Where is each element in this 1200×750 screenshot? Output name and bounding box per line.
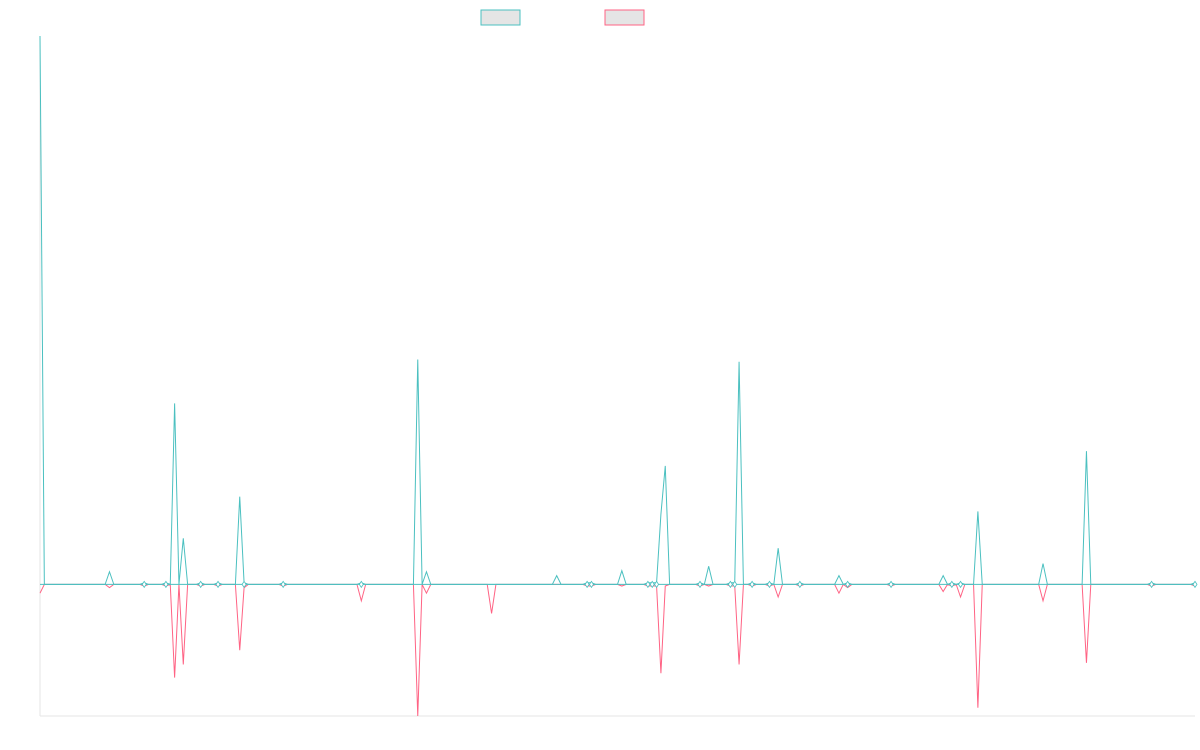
data-point-marker: [163, 580, 169, 589]
axes: [39, 36, 1195, 717]
legend: [480, 9, 645, 26]
data-point-marker: [888, 580, 894, 589]
series-line-2: [39, 583, 1196, 717]
data-point-marker: [215, 580, 221, 589]
legend-swatch: [604, 9, 645, 26]
data-point-marker: [198, 580, 204, 589]
legend-item: [604, 9, 645, 26]
data-point-marker: [797, 580, 803, 589]
data-point-marker: [845, 580, 851, 589]
legend-swatch: [480, 9, 521, 26]
data-point-marker: [241, 580, 247, 589]
data-point-marker: [958, 580, 964, 589]
data-point-marker: [141, 580, 147, 589]
data-point-marker: [584, 580, 590, 589]
data-point-marker: [697, 580, 703, 589]
data-point-marker: [649, 580, 655, 589]
series-line-1: [39, 35, 1196, 586]
data-point-marker: [766, 580, 772, 589]
legend-item: [480, 9, 521, 26]
data-point-marker: [1149, 580, 1155, 589]
data-point-marker: [727, 580, 733, 589]
data-point-marker: [654, 580, 660, 589]
data-point-marker: [645, 580, 651, 589]
data-point-marker: [358, 580, 364, 589]
data-point-marker: [588, 580, 594, 589]
data-point-marker: [1192, 580, 1198, 589]
data-point-marker: [732, 580, 738, 589]
series-layer: [39, 35, 1198, 717]
data-point-marker: [280, 580, 286, 589]
data-point-marker: [749, 580, 755, 589]
data-point-marker: [949, 580, 955, 589]
